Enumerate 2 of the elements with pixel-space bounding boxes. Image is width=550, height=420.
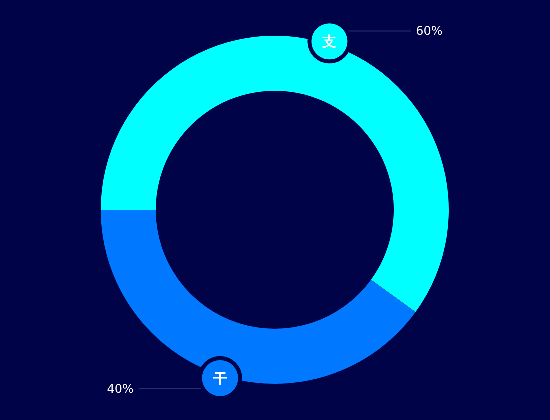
slice-label: 干 [212, 371, 228, 388]
slice-label: 支 [322, 34, 337, 51]
